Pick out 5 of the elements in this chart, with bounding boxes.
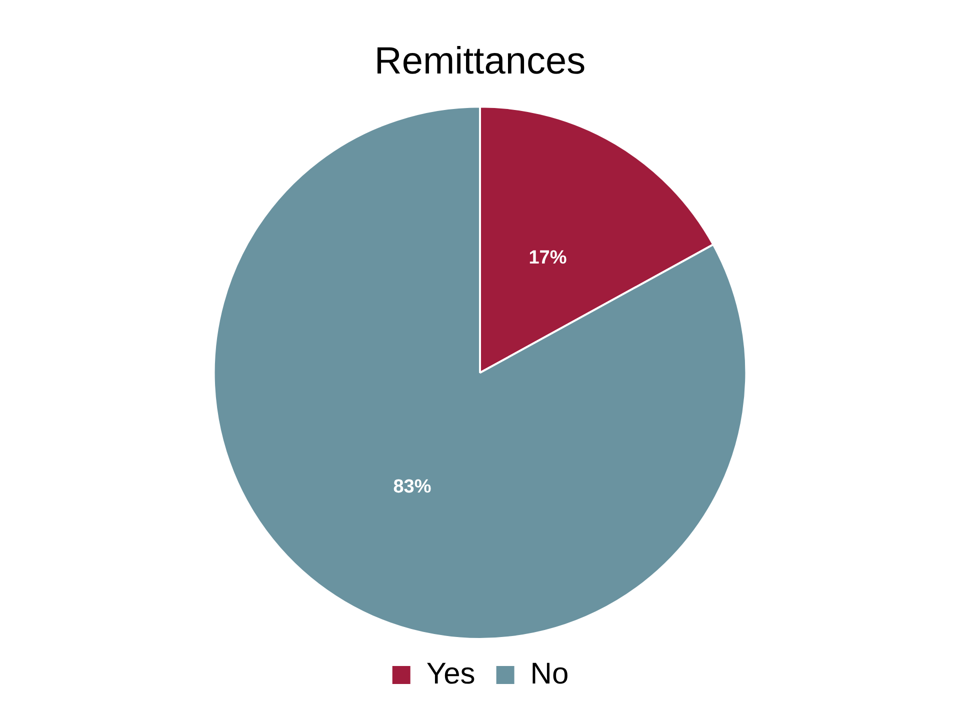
data-label: 83% [393, 476, 432, 498]
chart-title: Remittances [374, 40, 586, 82]
data-label: 17% [528, 247, 567, 268]
legend-label: No [530, 657, 569, 690]
legend-label: Yes [426, 657, 476, 690]
